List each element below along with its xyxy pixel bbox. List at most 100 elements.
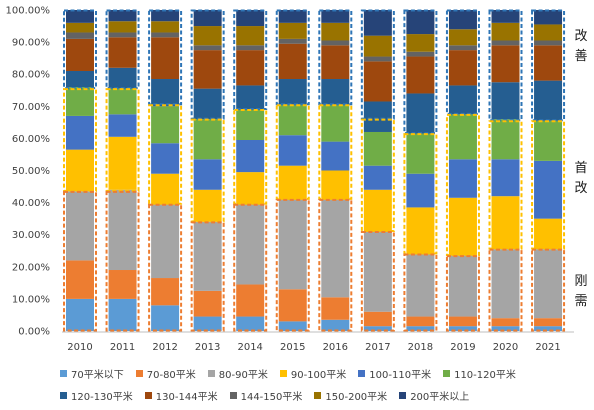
bar-segment <box>406 93 435 134</box>
group-outline <box>275 104 310 200</box>
bar-segment <box>491 326 520 331</box>
bar-segment <box>321 297 350 320</box>
bar-segment <box>193 316 222 331</box>
bar-segment <box>406 10 435 35</box>
legend-label: 130-144平米 <box>155 391 218 403</box>
bar-segment <box>491 10 520 23</box>
bar-segment <box>448 114 477 160</box>
group-label-char: 刚 <box>574 274 587 289</box>
bar-segment <box>278 22 307 39</box>
bar-segment <box>534 10 563 25</box>
bar-segment <box>321 22 350 41</box>
legend-label: 70-80平米 <box>146 369 196 381</box>
group-outline <box>360 230 395 332</box>
group-outline <box>488 248 523 332</box>
bar-segment <box>491 22 520 41</box>
group-outlines-layer <box>63 9 566 332</box>
legend-swatch <box>207 369 215 377</box>
bar-segment <box>406 133 435 174</box>
group-outline <box>275 9 310 106</box>
bar-segment <box>448 29 477 46</box>
bar-segment <box>278 199 307 290</box>
legend-swatch <box>314 391 322 399</box>
bar-segment <box>448 159 477 198</box>
bar-segment <box>321 79 350 105</box>
legend-label: 70平米以下 <box>71 369 124 381</box>
bar-segment <box>491 318 520 327</box>
bar-segment <box>66 10 94 23</box>
bar-segment <box>108 136 137 190</box>
bar-segment <box>193 159 222 190</box>
bar-segment <box>448 85 477 115</box>
y-tick-label: 70.00% <box>12 102 50 113</box>
bar-segment <box>108 270 137 299</box>
x-tick-label: 2015 <box>280 342 305 353</box>
y-axis: 0.00% 10.00% 20.00% 30.00% 40.00% 50.00% 60.00… <box>6 6 51 338</box>
bar-segment <box>406 316 435 327</box>
bar-segment <box>406 207 435 254</box>
y-tick-label: 50.00% <box>12 166 50 177</box>
legend-swatch <box>399 391 407 399</box>
bar-segment <box>151 278 180 306</box>
bar-segment <box>363 165 392 190</box>
bar-segment <box>236 50 265 86</box>
bar-segment <box>236 204 265 285</box>
group-outline <box>360 118 395 232</box>
group-outline <box>105 88 140 192</box>
y-tick-label: 30.00% <box>12 230 50 241</box>
bar-segment <box>66 298 94 331</box>
bar-segment <box>151 79 180 107</box>
bar-segment <box>151 143 180 174</box>
group-outline <box>403 133 438 255</box>
legend-item: 80-90平米 <box>207 366 268 381</box>
bar-segment <box>108 21 137 33</box>
bars-layer <box>66 10 563 331</box>
bar-segment <box>108 298 137 331</box>
bar-segment <box>534 40 563 46</box>
group-outline <box>275 198 310 332</box>
group-label-char: 改 <box>574 29 587 44</box>
bar-segment <box>66 87 94 116</box>
bar-segment <box>406 173 435 208</box>
bar-segment <box>193 26 222 46</box>
bar-segment <box>278 165 307 200</box>
y-tick-label: 0.00% <box>18 327 50 338</box>
bar-segment <box>491 196 520 250</box>
bar-segment <box>491 249 520 319</box>
bar-segment <box>236 172 265 205</box>
bar-segment <box>534 45 563 81</box>
bar-segment <box>193 221 222 291</box>
bar-segment <box>66 260 94 299</box>
legend-label: 80-90平米 <box>218 369 268 381</box>
bar-segment <box>151 10 180 22</box>
bar-segment <box>321 45 350 80</box>
bar-segment <box>278 321 307 331</box>
bar-segment <box>491 82 520 120</box>
legend-item: 70平米以下 <box>60 366 124 381</box>
bar-segment <box>321 170 350 200</box>
group-outline <box>403 9 438 135</box>
y-tick-label: 20.00% <box>12 262 50 273</box>
bar-segment <box>363 189 392 232</box>
legend-item: 90-100平米 <box>279 366 346 381</box>
bar-segment <box>193 45 222 51</box>
bar-segment <box>151 204 180 279</box>
bar-segment <box>534 120 563 161</box>
x-tick-label: 2020 <box>493 342 518 353</box>
bar-segment <box>66 70 94 88</box>
group-outline <box>318 198 353 332</box>
bar-segment <box>406 51 435 57</box>
bar-segment <box>534 24 563 41</box>
bar-segment <box>448 10 477 30</box>
bar-segment <box>66 191 94 261</box>
bar-segment <box>321 141 350 171</box>
bar-segment <box>66 149 94 192</box>
bar-segment <box>236 85 265 110</box>
bar-segment <box>278 38 307 44</box>
bar-segment <box>108 37 137 68</box>
bar-segment <box>534 249 563 319</box>
x-tick-label: 2016 <box>323 342 348 353</box>
bar-segment <box>66 38 94 71</box>
bar-segment <box>278 135 307 166</box>
legend-item: 120-130平米 <box>60 388 133 403</box>
